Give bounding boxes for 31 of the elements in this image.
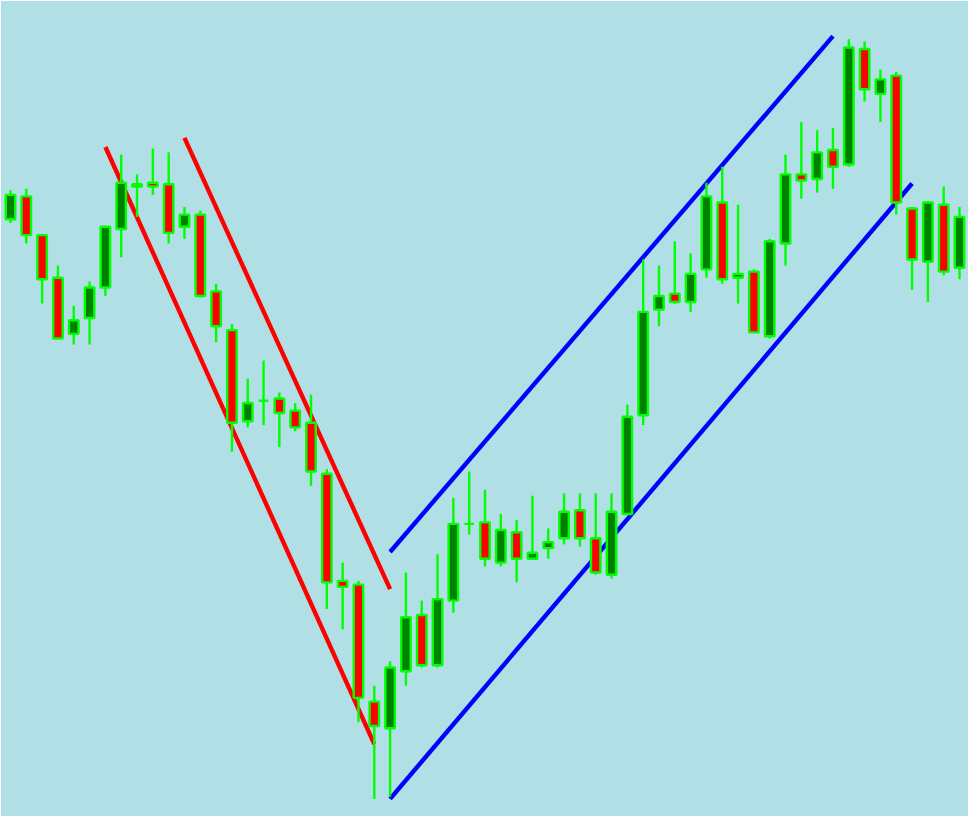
candlestick bbox=[115, 153, 128, 259]
candlestick bbox=[526, 494, 539, 561]
candlestick bbox=[668, 240, 681, 305]
candlestick bbox=[67, 304, 80, 346]
candlestick bbox=[83, 280, 96, 346]
candlestick bbox=[241, 377, 254, 429]
candlestick bbox=[178, 205, 191, 241]
candlestick bbox=[732, 203, 745, 305]
candlestick bbox=[257, 359, 270, 427]
candlestick bbox=[795, 120, 808, 200]
candlestick bbox=[589, 492, 602, 576]
candlestick bbox=[4, 189, 17, 225]
candlestick bbox=[289, 401, 302, 433]
candlestick bbox=[273, 391, 286, 449]
candlestick bbox=[510, 518, 523, 584]
candlestick bbox=[479, 488, 491, 568]
candlestick bbox=[146, 147, 159, 197]
candlestick bbox=[684, 252, 697, 314]
candlestick bbox=[811, 129, 824, 194]
candlestick bbox=[542, 527, 555, 561]
candlestick bbox=[36, 233, 49, 305]
candlestick bbox=[210, 282, 223, 344]
candlestick bbox=[653, 264, 665, 328]
candlestick bbox=[827, 126, 839, 190]
candlestick bbox=[573, 492, 586, 548]
candlestick bbox=[336, 561, 349, 631]
candlestick bbox=[494, 512, 507, 568]
candlestick bbox=[463, 470, 476, 536]
candlestick bbox=[131, 173, 143, 219]
candlestick bbox=[20, 187, 33, 245]
candlestick bbox=[558, 492, 571, 546]
